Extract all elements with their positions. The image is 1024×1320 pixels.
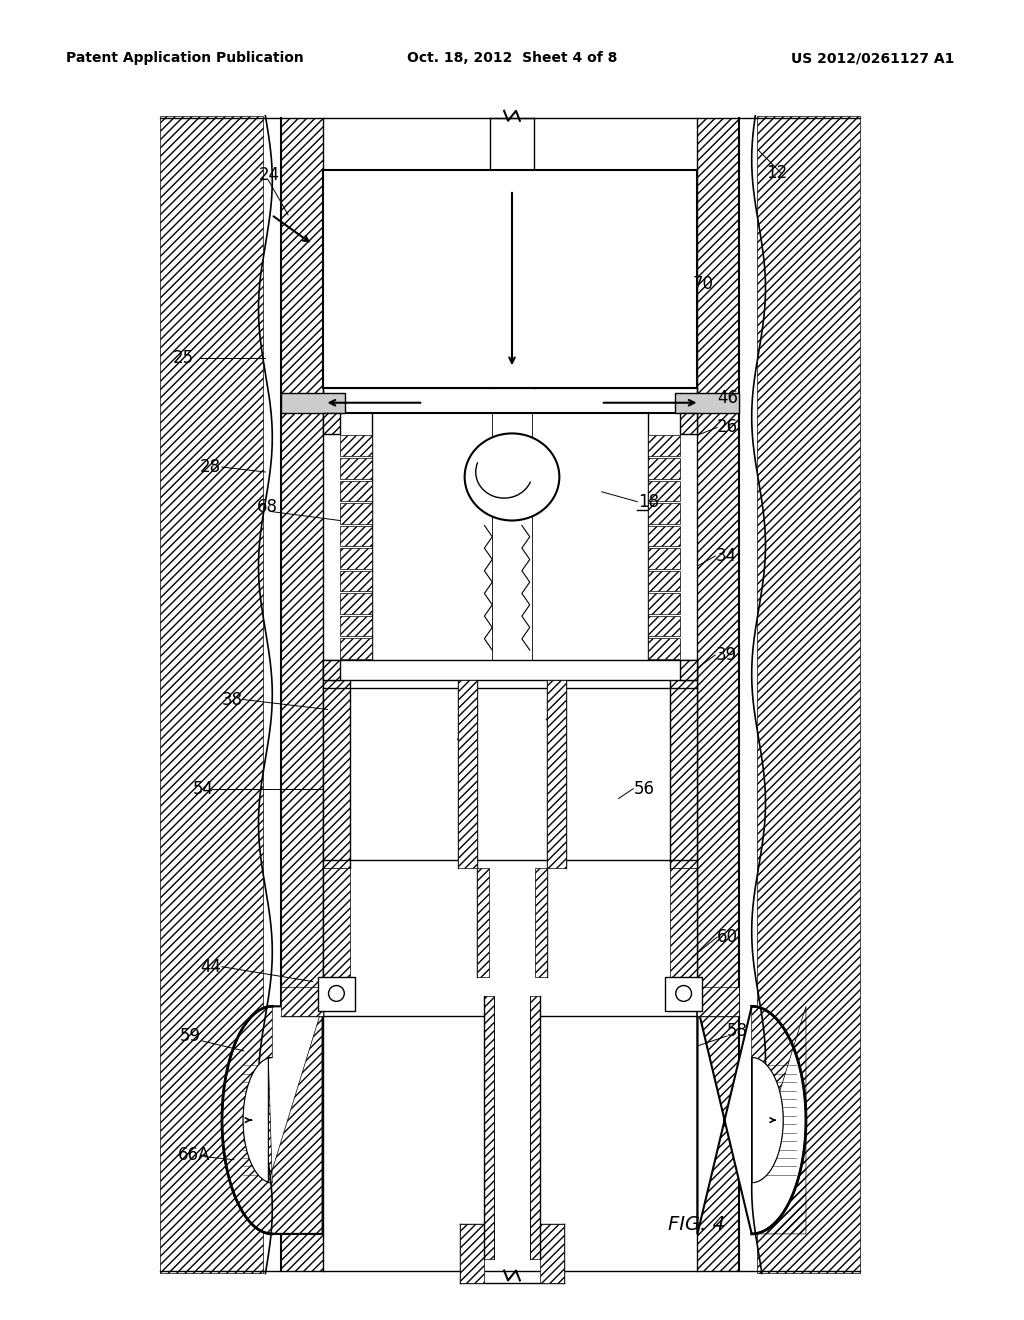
Text: 28: 28	[200, 458, 220, 477]
Bar	[648, 503, 680, 524]
Text: 70: 70	[692, 275, 714, 293]
Bar	[323, 413, 340, 434]
Circle shape	[676, 986, 691, 1002]
Text: US 2012/0261127 A1: US 2012/0261127 A1	[791, 51, 954, 66]
Bar	[340, 639, 372, 659]
Polygon shape	[752, 1057, 783, 1183]
Polygon shape	[222, 1006, 323, 1234]
Text: 39: 39	[715, 645, 736, 664]
Ellipse shape	[465, 433, 559, 520]
Text: 18: 18	[638, 492, 659, 511]
Bar	[540, 1224, 564, 1283]
Bar	[323, 660, 340, 680]
Text: 12: 12	[767, 164, 787, 182]
Text: 24: 24	[258, 166, 280, 185]
Bar	[547, 680, 566, 867]
Bar	[458, 680, 477, 867]
Bar	[340, 503, 372, 524]
Polygon shape	[243, 1057, 272, 1183]
Text: Oct. 18, 2012  Sheet 4 of 8: Oct. 18, 2012 Sheet 4 of 8	[407, 51, 617, 66]
Bar	[477, 867, 489, 977]
Text: 66A: 66A	[177, 1146, 210, 1164]
Bar	[648, 436, 680, 455]
Text: 54: 54	[193, 780, 213, 797]
Bar	[484, 997, 495, 1259]
Bar	[340, 548, 372, 569]
Circle shape	[329, 986, 344, 1002]
Text: 38: 38	[222, 690, 243, 709]
Bar	[317, 977, 355, 1011]
Bar	[648, 548, 680, 569]
Bar	[680, 660, 697, 680]
Bar	[697, 117, 739, 1271]
Text: 60: 60	[717, 928, 738, 946]
Bar	[665, 977, 702, 1011]
Bar	[670, 680, 697, 867]
Bar	[680, 413, 697, 434]
Bar	[757, 116, 860, 1274]
Bar	[323, 660, 697, 680]
Text: 68: 68	[257, 498, 278, 516]
Bar	[697, 986, 739, 1016]
Bar	[340, 436, 372, 455]
Text: Patent Application Publication: Patent Application Publication	[67, 51, 304, 66]
Bar	[282, 393, 345, 413]
Bar	[648, 570, 680, 591]
Text: 59: 59	[179, 1027, 201, 1045]
Bar	[340, 480, 372, 502]
Bar	[648, 616, 680, 636]
Text: 34: 34	[715, 546, 736, 565]
Bar	[648, 525, 680, 546]
Bar	[323, 867, 350, 977]
Polygon shape	[697, 1006, 806, 1234]
Bar	[282, 986, 323, 1016]
Bar	[648, 458, 680, 479]
Bar	[323, 680, 350, 867]
Bar	[529, 997, 540, 1259]
Bar	[340, 616, 372, 636]
Bar	[340, 525, 372, 546]
Text: 46: 46	[717, 389, 738, 407]
Bar	[648, 593, 680, 614]
Bar	[282, 117, 323, 1271]
Bar	[160, 116, 263, 1274]
Text: 25: 25	[173, 350, 194, 367]
Text: 44: 44	[201, 958, 221, 975]
Bar	[340, 570, 372, 591]
Bar	[675, 393, 739, 413]
Bar	[670, 867, 697, 977]
Bar	[648, 480, 680, 502]
Text: 26: 26	[717, 418, 738, 437]
Text: 58: 58	[727, 1022, 749, 1040]
Bar	[340, 593, 372, 614]
Text: 56: 56	[633, 780, 654, 797]
Bar	[648, 639, 680, 659]
Text: FIG. 4: FIG. 4	[668, 1214, 725, 1233]
Bar	[340, 458, 372, 479]
Bar	[460, 1224, 484, 1283]
Bar	[535, 867, 547, 977]
Bar	[323, 170, 697, 388]
